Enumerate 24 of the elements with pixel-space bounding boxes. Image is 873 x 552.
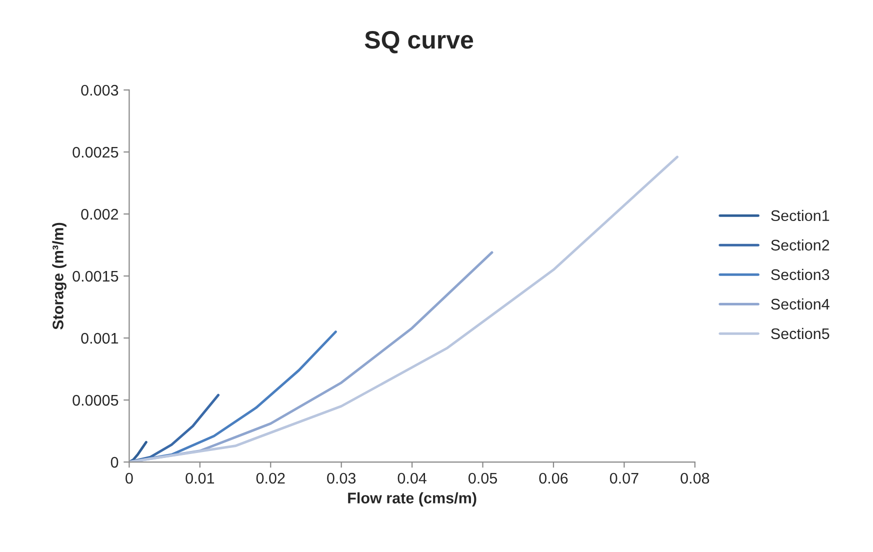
y-tick-label: 0 [110, 456, 118, 468]
x-tick-label: 0.06 [539, 472, 568, 484]
legend-label: Section1 [771, 210, 830, 222]
chart-title: SQ curve [364, 31, 474, 54]
y-tick-label: 0.002 [81, 208, 118, 220]
legend-label: Section4 [771, 298, 830, 310]
y-tick-label: 0.0005 [72, 394, 118, 406]
x-tick-label: 0 [126, 472, 133, 484]
x-axis-title: Flow rate (cms/m) [348, 492, 476, 506]
legend-label: Section2 [771, 239, 830, 251]
x-tick-label: 0.03 [327, 472, 356, 484]
x-tick-label: 0.01 [186, 472, 214, 484]
legend-label: Section5 [771, 328, 830, 340]
y-tick-label: 0.003 [81, 84, 118, 96]
y-axis-title: Storage (m³/m) [52, 222, 67, 330]
x-tick-label: 0.04 [398, 472, 426, 484]
x-tick-label: 0.08 [680, 472, 710, 484]
x-tick-label: 0.05 [468, 472, 497, 484]
x-tick-label: 0.07 [610, 472, 638, 484]
legend-label: Section3 [771, 268, 830, 280]
y-tick-label: 0.001 [81, 332, 118, 344]
y-tick-label: 0.0015 [72, 270, 118, 282]
x-tick-label: 0.02 [256, 472, 285, 484]
y-tick-label: 0.0025 [72, 146, 118, 158]
